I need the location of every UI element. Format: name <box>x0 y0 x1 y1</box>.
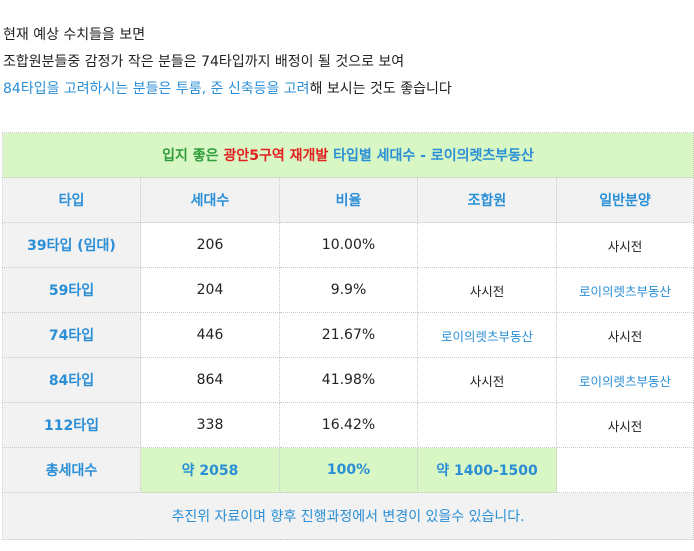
cell-general: 사시전 <box>555 312 694 358</box>
table-note-row: 추진위 자료이며 향후 진행과정에서 변경이 있을수 있습니다. <box>1 492 694 540</box>
cell-type: 59타입 <box>2 267 141 313</box>
table-title-part1: 입지 좋은 <box>162 148 224 164</box>
cell-count: 446 <box>140 312 280 358</box>
table-total-row: 총세대수 약 2058 100% 약 1400-1500 <box>2 447 694 493</box>
cell-ratio: 16.42% <box>279 402 418 448</box>
header-general: 일반분양 <box>555 177 694 223</box>
cell-general: 로이의렛츠부동산 <box>555 267 694 313</box>
cell-member: 로이의렛츠부동산 <box>417 312 557 358</box>
header-ratio: 비율 <box>279 177 418 223</box>
cell-count: 206 <box>140 222 280 268</box>
cell-member <box>417 402 557 448</box>
cell-ratio: 10.00% <box>279 222 418 268</box>
table-row: 39타입 (임대) 206 10.00% 사시전 <box>2 222 694 268</box>
cell-type: 74타입 <box>2 312 141 358</box>
cell-ratio: 21.67% <box>279 312 418 358</box>
cell-ratio: 9.9% <box>279 267 418 313</box>
header-count: 세대수 <box>140 177 280 223</box>
cell-member <box>417 222 557 268</box>
total-label: 총세대수 <box>2 447 141 493</box>
table-title-part2: 광안5구역 재개발 <box>223 148 329 164</box>
intro-line-1: 현재 예상 수치들을 보면 <box>3 27 146 43</box>
cell-general: 로이의렛츠부동산 <box>555 357 694 403</box>
intro-line-3-rest: 해 보시는 것도 좋습니다 <box>309 81 452 97</box>
cell-count: 338 <box>140 402 280 448</box>
unit-type-table: 입지 좋은 광안5구역 재개발 타입별 세대수 - 로이의렛츠부동산 타입 세대… <box>1 132 694 540</box>
cell-general: 사시전 <box>555 222 694 268</box>
cell-member: 사시전 <box>417 357 557 403</box>
table-note: 추진위 자료이며 향후 진행과정에서 변경이 있을수 있습니다. <box>1 492 694 540</box>
cell-count: 204 <box>140 267 280 313</box>
table-row: 112타입 338 16.42% 사시전 <box>2 402 694 448</box>
cell-member: 사시전 <box>417 267 557 313</box>
intro-line-3: 84타입을 고려하시는 분들은 투룸, 준 신축등을 고려해 보시는 것도 좋습… <box>3 76 452 103</box>
intro-line-2: 조합원분들중 감정가 작은 분들은 74타입까지 배정이 될 것으로 보여 <box>3 54 405 70</box>
intro-text: 현재 예상 수치들을 보면 조합원분들중 감정가 작은 분들은 74타입까지 배… <box>3 22 452 103</box>
table-row: 74타입 446 21.67% 로이의렛츠부동산 사시전 <box>2 312 694 358</box>
cell-general: 사시전 <box>555 402 694 448</box>
intro-line-3-highlight: 84타입을 고려하시는 분들은 투룸, 준 신축등을 고려 <box>3 81 310 97</box>
total-count: 약 2058 <box>140 447 280 493</box>
cell-ratio: 41.98% <box>279 357 418 403</box>
cell-type: 112타입 <box>2 402 141 448</box>
cell-type: 84타입 <box>2 357 141 403</box>
cell-type: 39타입 (임대) <box>2 222 141 268</box>
total-general <box>555 447 694 493</box>
cell-count: 864 <box>140 357 280 403</box>
table-title: 입지 좋은 광안5구역 재개발 타입별 세대수 - 로이의렛츠부동산 <box>1 132 694 178</box>
total-member: 약 1400-1500 <box>417 447 557 493</box>
table-header-row: 타입 세대수 비율 조합원 일반분양 <box>2 177 694 223</box>
table-row: 84타입 864 41.98% 사시전 로이의렛츠부동산 <box>2 357 694 403</box>
table-title-row: 입지 좋은 광안5구역 재개발 타입별 세대수 - 로이의렛츠부동산 <box>1 132 694 178</box>
header-type: 타입 <box>2 177 141 223</box>
table-title-part3: 타입별 세대수 - 로이의렛츠부동산 <box>328 148 534 164</box>
header-member: 조합원 <box>417 177 557 223</box>
total-ratio: 100% <box>279 447 418 493</box>
table-row: 59타입 204 9.9% 사시전 로이의렛츠부동산 <box>2 267 694 313</box>
